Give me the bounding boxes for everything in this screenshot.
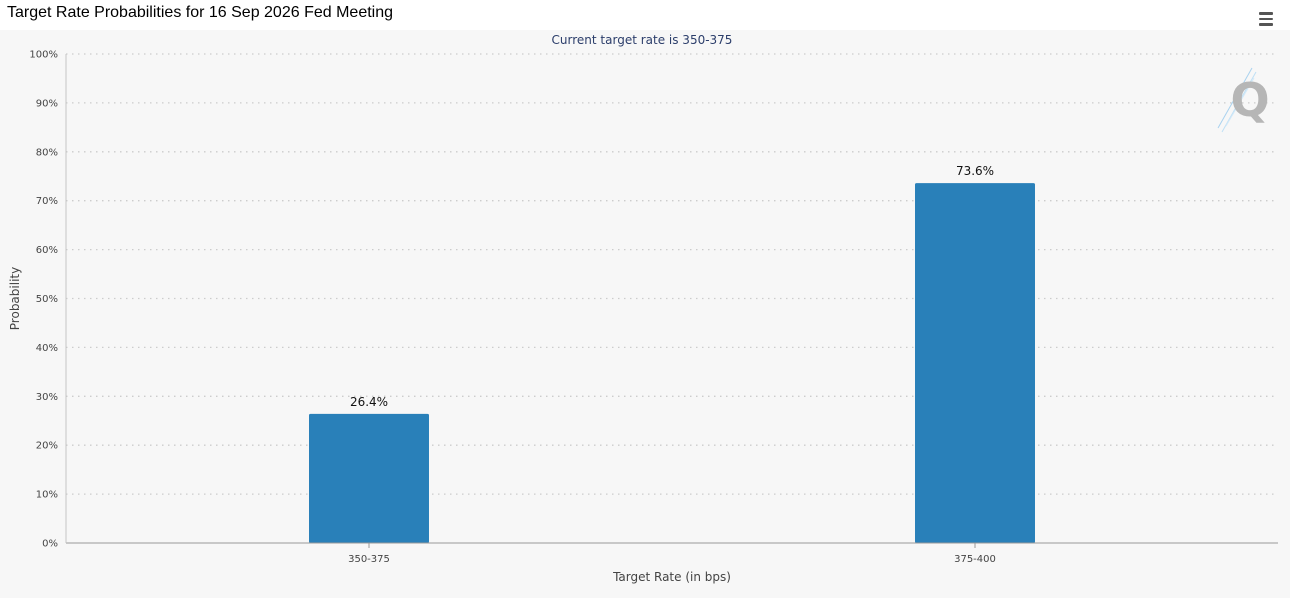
x-axis-label: Target Rate (in bps) — [612, 570, 731, 584]
y-axis-label: Probability — [8, 267, 22, 330]
y-tick-label: 10% — [36, 490, 58, 501]
menu-bar-line — [1259, 12, 1273, 15]
x-axis-ticks: 350-375 375-400 — [348, 543, 996, 565]
y-tick-label: 20% — [36, 441, 58, 452]
watermark-logo: Q — [1217, 67, 1270, 133]
menu-bar-line — [1259, 17, 1273, 20]
page-title: Target Rate Probabilities for 16 Sep 202… — [7, 4, 394, 21]
y-tick-label: 50% — [36, 294, 58, 305]
y-tick-label: 90% — [36, 98, 58, 109]
y-tick-label: 100% — [29, 50, 58, 61]
data-label: 73.6% — [956, 164, 994, 178]
y-tick-label: 0% — [42, 539, 58, 550]
chart-menu-button[interactable] — [1255, 9, 1277, 29]
menu-bar-line — [1259, 23, 1273, 26]
bar-chart: Current target rate is 350-375 0% 10% 20% 3… — [8, 33, 1278, 584]
q-logo-glyph: Q — [1230, 73, 1269, 127]
gridlines — [66, 53, 1278, 495]
bars: 26.4% 73.6% — [309, 164, 1035, 543]
y-tick-label: 60% — [36, 245, 58, 256]
x-tick-label: 350-375 — [348, 554, 390, 565]
y-axis-ticks: 0% 10% 20% 30% 40% 50% 60% 70% 80% 90% 100% — [29, 50, 58, 550]
bar-350-375 — [309, 413, 429, 543]
y-tick-label: 30% — [36, 392, 58, 403]
data-label: 26.4% — [350, 395, 388, 409]
chart-panel — [0, 30, 1290, 598]
y-tick-label: 80% — [36, 147, 58, 158]
y-tick-label: 40% — [36, 343, 58, 354]
bar-375-400 — [915, 183, 1035, 543]
y-tick-label: 70% — [36, 196, 58, 207]
x-tick-label: 375-400 — [954, 554, 996, 565]
chart-subtitle: Current target rate is 350-375 — [552, 33, 733, 47]
